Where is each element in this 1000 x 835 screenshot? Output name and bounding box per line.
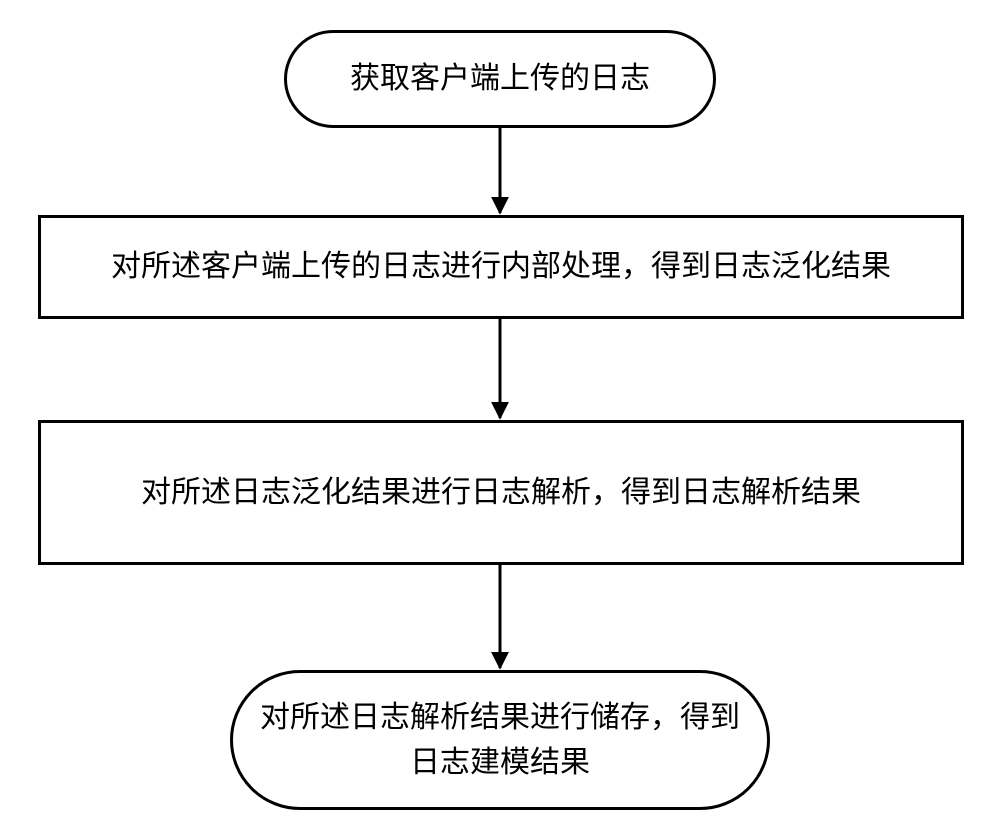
flowchart-canvas: 获取客户端上传的日志 对所述客户端上传的日志进行内部处理，得到日志泛化结果 对所… [0,0,1000,835]
flowchart-node-label: 对所述日志解析结果进行储存，得到日志建模结果 [233,695,767,785]
flowchart-node-label: 对所述客户端上传的日志进行内部处理，得到日志泛化结果 [89,252,913,282]
flowchart-node-label: 对所述日志泛化结果进行日志解析，得到日志解析结果 [119,478,883,508]
flowchart-node-process-1: 对所述客户端上传的日志进行内部处理，得到日志泛化结果 [38,215,964,319]
flowchart-node-start: 获取客户端上传的日志 [284,30,716,128]
flowchart-node-end: 对所述日志解析结果进行储存，得到日志建模结果 [230,670,770,810]
flowchart-node-label: 获取客户端上传的日志 [328,64,672,94]
flowchart-node-process-2: 对所述日志泛化结果进行日志解析，得到日志解析结果 [38,420,964,565]
